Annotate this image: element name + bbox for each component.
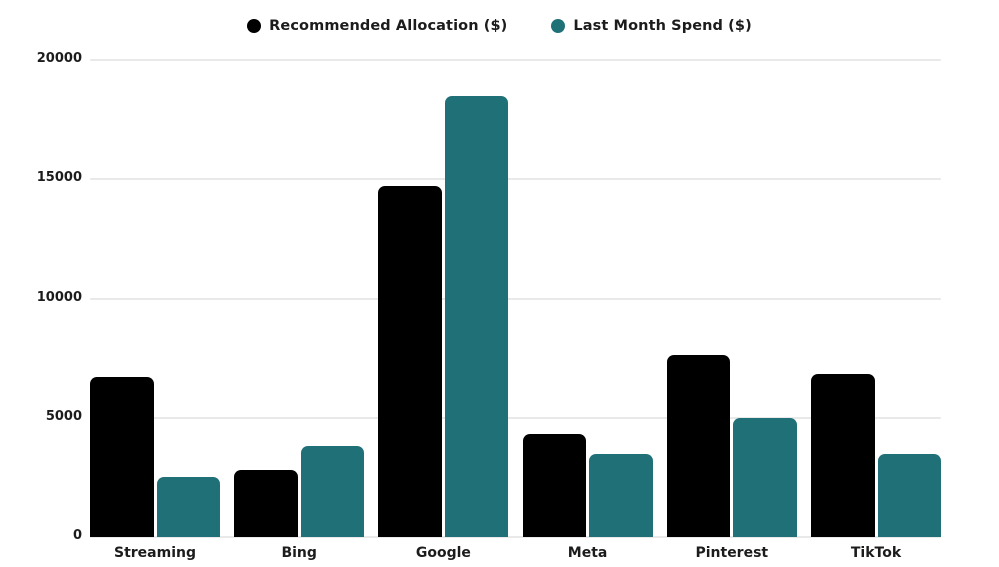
bar-tiktok-recommended-allocation — [811, 373, 875, 537]
gridline-y-15000 — [90, 178, 941, 181]
bar-google-recommended-allocation — [378, 186, 442, 537]
y-axis-tick-label: 20000 — [36, 51, 82, 66]
y-axis-tick-label: 0 — [72, 528, 82, 543]
legend-label-last-month-spend: Last Month Spend ($) — [573, 18, 752, 34]
y-axis-tick-label: 15000 — [36, 170, 82, 186]
legend-dot-recommended-allocation — [247, 19, 262, 33]
bar-group-google — [378, 60, 509, 537]
x-axis-tick-label-tiktok: TikTok — [850, 545, 902, 561]
y-axis-tick-label: 10000 — [36, 289, 82, 305]
bar-bing-recommended-allocation — [234, 470, 298, 537]
bar-bing-last-month-spend — [300, 446, 365, 537]
bar-meta-recommended-allocation — [522, 434, 587, 537]
bar-group-pinterest — [666, 60, 797, 537]
bar-group-bing — [234, 60, 365, 537]
chart-legend: Recommended Allocation ($) Last Month Sp… — [0, 18, 999, 34]
legend-label-recommended-allocation: Recommended Allocation ($) — [269, 18, 508, 34]
bar-meta-last-month-spend — [589, 453, 653, 537]
y-axis-tick-label: 5000 — [45, 408, 82, 424]
legend-item-recommended-allocation: Recommended Allocation ($) — [247, 18, 507, 34]
x-axis-tick-label-bing: Bing — [281, 545, 317, 561]
bar-pinterest-last-month-spend — [733, 417, 797, 537]
bar-group-meta — [522, 60, 653, 537]
gridline-y-5000 — [90, 416, 941, 419]
x-axis-tick-label-meta: Meta — [567, 545, 608, 561]
bar-pinterest-recommended-allocation — [666, 354, 731, 537]
legend-dot-last-month-spend — [551, 19, 566, 33]
legend-item-last-month-spend: Last Month Spend ($) — [551, 18, 752, 34]
bar-tiktok-last-month-spend — [877, 453, 941, 537]
x-axis-tick-label-streaming: Streaming — [114, 545, 196, 561]
bar-group-streaming — [90, 60, 220, 537]
x-axis-tick-label-google: Google — [415, 545, 471, 561]
gridline-y-10000 — [90, 297, 941, 300]
x-axis-tick-label-pinterest: Pinterest — [695, 545, 769, 561]
bar-streaming-last-month-spend — [156, 477, 220, 537]
bar-streaming-recommended-allocation — [90, 377, 154, 537]
bar-google-last-month-spend — [444, 95, 509, 537]
bar-group-tiktok — [811, 60, 941, 537]
gridline-y-20000 — [90, 59, 941, 61]
gridline-y-0 — [90, 536, 941, 538]
